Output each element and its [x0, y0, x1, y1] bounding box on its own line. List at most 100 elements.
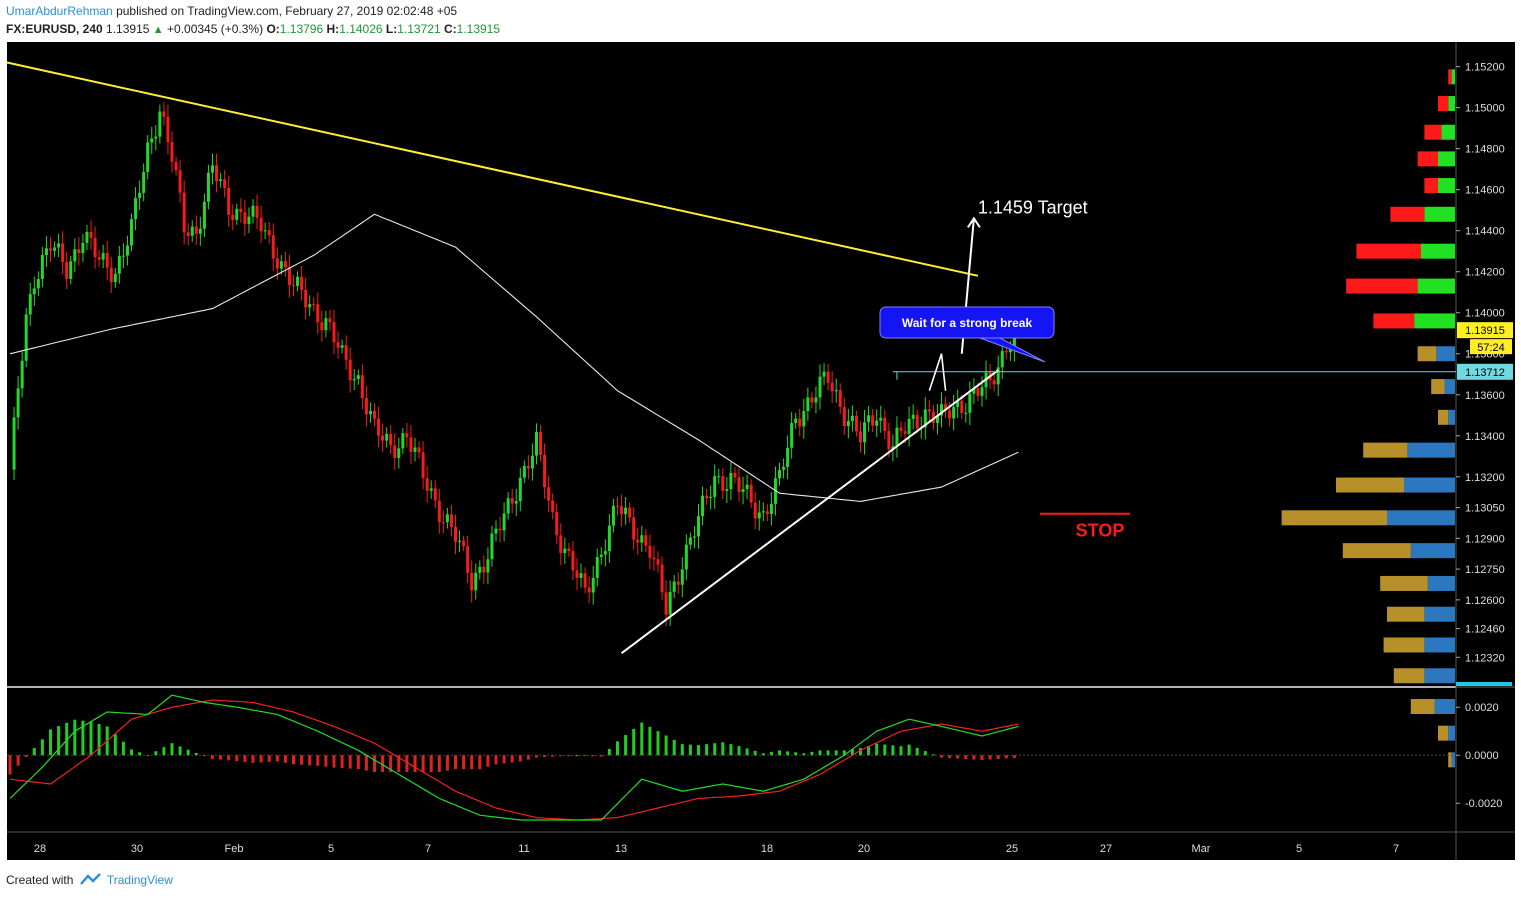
macd-histogram-bar	[980, 755, 984, 760]
macd-histogram-bar	[737, 746, 741, 756]
macd-histogram-bar	[186, 749, 190, 756]
candle-body	[259, 217, 263, 232]
candle-body	[559, 535, 563, 554]
macd-histogram-bar	[1004, 755, 1008, 759]
macd-histogram-bar	[680, 744, 684, 756]
tradingview-link[interactable]: TradingView	[106, 873, 173, 887]
macd-histogram-bar	[996, 755, 1000, 759]
candle-body	[838, 390, 842, 407]
macd-histogram-bar	[591, 755, 595, 757]
volume-profile-down-bar	[1410, 699, 1435, 715]
candle-body	[547, 487, 551, 501]
macd-histogram-bar	[672, 739, 676, 756]
volume-profile-down-bar	[1438, 96, 1449, 112]
candle-body	[16, 388, 20, 418]
candle-body	[211, 165, 214, 173]
volume-profile-up-bar	[1444, 379, 1455, 395]
candle-body	[142, 171, 146, 193]
macd-histogram-bar	[899, 746, 903, 756]
time-axis-label: 20	[858, 843, 870, 855]
candle-body	[903, 431, 907, 434]
author-link[interactable]: UmarAbdurRehman	[6, 4, 113, 18]
macd-histogram-bar	[121, 741, 125, 756]
price-pane	[7, 42, 1456, 686]
macd-histogram-bar	[373, 755, 376, 772]
macd-histogram-bar	[543, 755, 547, 758]
candle-body	[300, 276, 304, 290]
time-axis-label: 25	[1006, 843, 1018, 855]
candle-body	[688, 537, 692, 545]
candle-body	[620, 506, 624, 515]
macd-histogram-bar	[535, 755, 538, 758]
price-axis-label: 1.15000	[1465, 103, 1505, 115]
volume-profile-up-bar	[1436, 346, 1455, 362]
macd-histogram-bar	[130, 749, 133, 756]
candle-body	[915, 414, 919, 429]
candle-body	[12, 417, 16, 470]
volume-profile-down-bar	[1390, 206, 1425, 222]
symbol-label: FX:EURUSD, 240	[6, 22, 103, 36]
candle-body	[85, 231, 89, 243]
macd-histogram-bar	[97, 724, 101, 756]
candle-body	[219, 179, 223, 182]
macd-histogram-bar	[89, 721, 93, 756]
candle-body	[53, 247, 57, 251]
candle-body	[644, 535, 648, 546]
price-axis-label: 1.14600	[1465, 185, 1505, 197]
macd-histogram-bar	[227, 755, 231, 761]
macd-histogram-bar	[332, 755, 336, 768]
candle-body	[146, 142, 150, 172]
macd-histogram-bar	[389, 755, 393, 772]
countdown-badge-text: 57:24	[1477, 342, 1505, 354]
candle-body	[778, 469, 781, 479]
candle-body	[490, 533, 494, 560]
candle-body	[474, 572, 478, 591]
volume-profile-down-bar	[1431, 379, 1445, 395]
candle-body	[761, 511, 765, 513]
macd-histogram-bar	[867, 745, 871, 756]
macd-histogram-bar	[859, 748, 862, 756]
ohlc-header: FX:EURUSD, 240 1.13915 ▲ +0.00345 (+0.3%…	[6, 22, 500, 36]
candle-body	[745, 484, 749, 490]
candle-body	[956, 400, 960, 408]
candle-body	[243, 212, 247, 224]
low-label: L:	[385, 22, 398, 36]
candle-body	[899, 427, 903, 432]
candle-body	[401, 433, 405, 449]
candle-body	[652, 557, 656, 560]
candle-body	[486, 559, 490, 573]
time-axis-label: 18	[761, 843, 773, 855]
candle-body	[130, 219, 133, 246]
candle-body	[526, 465, 530, 469]
macd-histogram-bar	[931, 754, 935, 756]
candle-body	[162, 111, 166, 117]
candle-body	[352, 378, 356, 381]
macd-histogram-bar	[761, 753, 765, 756]
macd-histogram-bar	[964, 755, 968, 760]
macd-histogram-bar	[308, 755, 312, 766]
macd-histogram-bar	[948, 755, 952, 759]
candle-body	[802, 411, 806, 427]
volume-profile-down-bar	[1424, 124, 1442, 140]
candle-body	[385, 433, 389, 441]
macd-histogram-bar	[470, 755, 474, 770]
macd-histogram-bar	[57, 726, 61, 756]
price-axis-label: 1.14400	[1465, 226, 1505, 238]
candle-body	[944, 404, 948, 411]
candle-body	[769, 503, 773, 515]
volume-profile-down-bar	[1448, 69, 1452, 85]
stop-label: STOP	[1076, 521, 1125, 541]
candle-body	[454, 526, 457, 542]
candle-body	[672, 581, 676, 592]
macd-histogram-bar	[705, 744, 709, 756]
candle-body	[97, 257, 101, 260]
candle-body	[794, 418, 798, 424]
volume-profile-down-bar	[1356, 243, 1421, 259]
volume-profile-up-bar	[1417, 278, 1455, 294]
candle-body	[174, 161, 178, 171]
last-price: 1.13915	[106, 22, 150, 36]
candle-body	[417, 447, 421, 453]
candle-body	[449, 514, 453, 527]
candle-body	[587, 587, 591, 593]
